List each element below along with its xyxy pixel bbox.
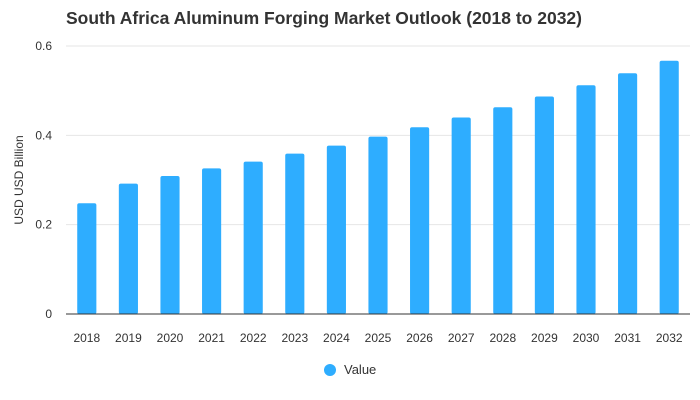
x-tick-label: 2027 (448, 331, 475, 345)
bar-2019[interactable] (118, 183, 138, 314)
x-tick-label: 2028 (489, 331, 516, 345)
bar-2021[interactable] (202, 168, 222, 314)
x-tick-label: 2022 (240, 331, 267, 345)
chart-title: South Africa Aluminum Forging Market Out… (66, 8, 582, 28)
bar-2022[interactable] (243, 161, 263, 314)
bar-2024[interactable] (326, 145, 346, 314)
y-axis-title: USD USD Billion (12, 135, 26, 224)
x-tick-label: 2021 (198, 331, 225, 345)
y-tick-label: 0.2 (35, 218, 52, 232)
bar-2032[interactable] (659, 60, 679, 314)
y-tick-label: 0.6 (35, 39, 52, 53)
bar-2027[interactable] (451, 117, 471, 314)
legend[interactable]: Value (324, 362, 376, 377)
x-tick-label: 2032 (656, 331, 683, 345)
x-tick-label: 2023 (281, 331, 308, 345)
y-tick-label: 0 (45, 307, 52, 321)
bar-2028[interactable] (493, 107, 513, 315)
bar-2030[interactable] (576, 85, 596, 314)
bar-2031[interactable] (618, 73, 638, 314)
bar-2029[interactable] (534, 96, 554, 315)
x-tick-label: 2020 (157, 331, 184, 345)
legend-label: Value (344, 362, 377, 377)
bar-2020[interactable] (160, 175, 180, 314)
bar-2018[interactable] (77, 203, 97, 314)
x-tick-label: 2026 (406, 331, 433, 345)
x-tick-label: 2018 (73, 331, 100, 345)
x-tick-label: 2019 (115, 331, 142, 345)
bar-2023[interactable] (285, 153, 305, 314)
x-tick-label: 2024 (323, 331, 350, 345)
x-tick-label: 2025 (365, 331, 392, 345)
x-tick-label: 2031 (614, 331, 641, 345)
x-tick-label: 2030 (573, 331, 600, 345)
bar-2025[interactable] (368, 136, 388, 314)
y-tick-label: 0.4 (35, 128, 52, 142)
legend-marker (324, 363, 336, 376)
bar-2026[interactable] (410, 127, 430, 314)
x-tick-label: 2029 (531, 331, 558, 345)
